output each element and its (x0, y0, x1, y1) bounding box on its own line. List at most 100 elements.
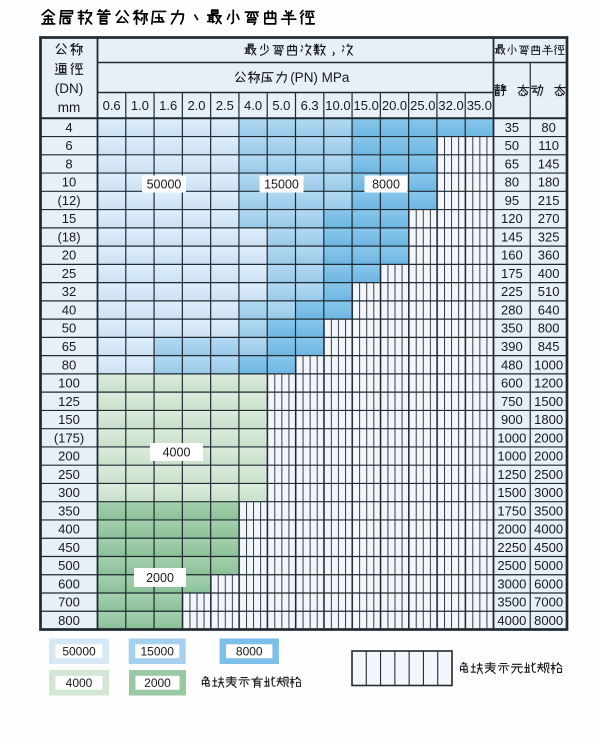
svg-text:600: 600 (58, 576, 80, 591)
svg-text:40: 40 (62, 302, 76, 317)
svg-text:200: 200 (58, 449, 80, 464)
svg-text:1.6: 1.6 (159, 98, 177, 113)
svg-text:175: 175 (501, 266, 523, 281)
svg-text:2.0: 2.0 (187, 98, 205, 113)
svg-text:1500: 1500 (534, 394, 563, 409)
svg-text:500: 500 (58, 558, 80, 573)
svg-text:110: 110 (538, 138, 559, 153)
svg-text:3000: 3000 (534, 485, 563, 500)
svg-text:2000: 2000 (534, 430, 563, 445)
svg-text:1200: 1200 (534, 376, 563, 391)
svg-text:mm: mm (58, 100, 81, 115)
svg-text:5000: 5000 (534, 558, 563, 573)
svg-text:35.0: 35.0 (467, 98, 492, 113)
svg-text:215: 215 (538, 193, 560, 208)
svg-text:10: 10 (62, 175, 76, 190)
svg-text:800: 800 (58, 613, 80, 628)
svg-text:4000: 4000 (66, 676, 93, 690)
svg-text:(PN) MPa: (PN) MPa (290, 70, 350, 85)
svg-text:120: 120 (501, 211, 523, 226)
svg-text:700: 700 (58, 595, 80, 610)
svg-text:8000: 8000 (372, 177, 400, 191)
svg-text:4000: 4000 (163, 445, 191, 459)
svg-text:1800: 1800 (534, 412, 563, 427)
svg-text:25.0: 25.0 (410, 98, 435, 113)
svg-text:1250: 1250 (497, 467, 526, 482)
svg-text:32: 32 (62, 284, 76, 299)
svg-text:3000: 3000 (497, 576, 526, 591)
svg-text:300: 300 (58, 485, 80, 500)
svg-text:800: 800 (538, 321, 560, 336)
svg-text:2500: 2500 (534, 467, 563, 482)
svg-text:80: 80 (505, 175, 519, 190)
svg-text:510: 510 (538, 284, 560, 299)
svg-text:450: 450 (58, 540, 80, 555)
svg-text:350: 350 (58, 503, 80, 518)
svg-text:4: 4 (65, 120, 72, 135)
svg-text:50: 50 (505, 138, 519, 153)
svg-text:4500: 4500 (534, 540, 563, 555)
svg-text:10.0: 10.0 (325, 98, 350, 113)
svg-text:225: 225 (501, 284, 523, 299)
svg-text:150: 150 (58, 412, 80, 427)
svg-text:250: 250 (58, 467, 80, 482)
svg-text:50000: 50000 (147, 177, 182, 191)
svg-text:32.0: 32.0 (438, 98, 463, 113)
svg-text:350: 350 (501, 321, 523, 336)
svg-text:20.0: 20.0 (382, 98, 407, 113)
svg-text:65: 65 (62, 339, 76, 354)
svg-text:4000: 4000 (497, 613, 526, 628)
svg-text:1000: 1000 (534, 357, 563, 372)
svg-text:80: 80 (541, 120, 555, 135)
svg-text:2000: 2000 (146, 571, 174, 585)
svg-text:(175): (175) (54, 430, 84, 445)
svg-text:2500: 2500 (497, 558, 526, 573)
svg-text:7000: 7000 (534, 595, 563, 610)
svg-text:480: 480 (501, 357, 523, 372)
svg-text:8: 8 (65, 156, 72, 171)
svg-text:3500: 3500 (497, 595, 526, 610)
svg-text:4000: 4000 (534, 522, 563, 537)
svg-text:15000: 15000 (141, 644, 175, 658)
svg-text:145: 145 (501, 229, 523, 244)
svg-text:360: 360 (538, 248, 560, 263)
svg-text:600: 600 (501, 376, 523, 391)
svg-text:15: 15 (62, 211, 76, 226)
svg-text:750: 750 (501, 394, 523, 409)
svg-text:2000: 2000 (497, 522, 526, 537)
svg-text:2000: 2000 (144, 676, 171, 690)
svg-text:4.0: 4.0 (244, 98, 262, 113)
svg-text:145: 145 (538, 156, 560, 171)
svg-text:6.3: 6.3 (301, 98, 319, 113)
svg-text:5.0: 5.0 (272, 98, 290, 113)
svg-text:2.5: 2.5 (216, 98, 234, 113)
svg-text:640: 640 (538, 302, 560, 317)
svg-text:1750: 1750 (497, 503, 526, 518)
svg-text:100: 100 (58, 376, 80, 391)
svg-text:6000: 6000 (534, 576, 563, 591)
svg-text:2000: 2000 (534, 449, 563, 464)
svg-text:845: 845 (538, 339, 560, 354)
svg-text:65: 65 (505, 156, 519, 171)
svg-text:80: 80 (62, 357, 76, 372)
svg-text:2250: 2250 (497, 540, 526, 555)
svg-text:280: 280 (501, 302, 523, 317)
svg-text:(12): (12) (57, 193, 80, 208)
svg-text:95: 95 (505, 193, 519, 208)
svg-text:1500: 1500 (497, 485, 526, 500)
svg-text:400: 400 (58, 522, 80, 537)
svg-text:(DN): (DN) (55, 81, 84, 96)
svg-text:8000: 8000 (534, 613, 563, 628)
svg-text:390: 390 (501, 339, 523, 354)
svg-text:325: 325 (538, 229, 560, 244)
svg-text:15000: 15000 (264, 177, 299, 191)
svg-text:900: 900 (501, 412, 523, 427)
svg-text:1.0: 1.0 (131, 98, 149, 113)
svg-text:160: 160 (501, 248, 523, 263)
svg-text:6: 6 (65, 138, 72, 153)
svg-text:400: 400 (538, 266, 560, 281)
svg-text:20: 20 (62, 248, 76, 263)
svg-text:1000: 1000 (497, 430, 526, 445)
svg-text:0.6: 0.6 (103, 98, 121, 113)
svg-text:3500: 3500 (534, 503, 563, 518)
